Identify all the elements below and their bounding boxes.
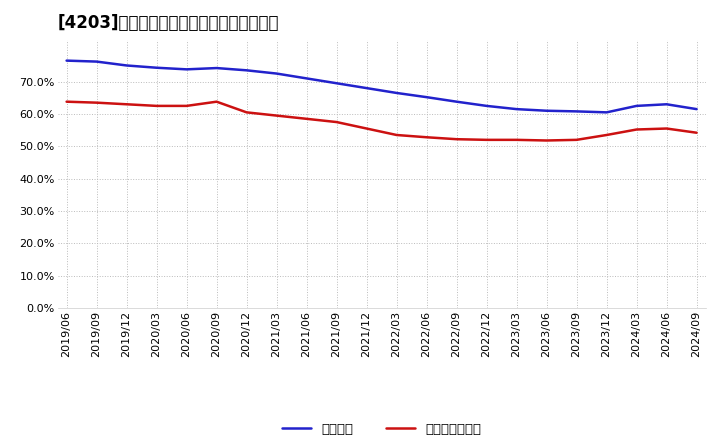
固定比率 (693, 106, 701, 112)
固定比率 (572, 109, 581, 114)
固定長期適合率 (602, 132, 611, 138)
固定比率 (542, 108, 551, 114)
Text: [4203]　固定比率、固定長期適合率の推移: [4203] 固定比率、固定長期適合率の推移 (58, 15, 279, 33)
固定長期適合率 (422, 135, 431, 140)
固定長期適合率 (302, 116, 311, 121)
固定比率 (482, 103, 491, 109)
固定長期適合率 (362, 126, 371, 131)
固定比率 (182, 67, 191, 72)
固定長期適合率 (242, 110, 251, 115)
固定長期適合率 (482, 137, 491, 143)
固定長期適合率 (153, 103, 161, 109)
固定比率 (422, 95, 431, 100)
固定長期適合率 (572, 137, 581, 143)
固定比率 (632, 103, 641, 109)
固定長期適合率 (392, 132, 401, 138)
固定長期適合率 (662, 126, 671, 131)
固定長期適合率 (272, 113, 281, 118)
固定長期適合率 (542, 138, 551, 143)
固定長期適合率 (92, 100, 101, 105)
固定比率 (122, 63, 131, 68)
固定比率 (452, 99, 461, 104)
固定長期適合率 (122, 102, 131, 107)
Line: 固定比率: 固定比率 (66, 61, 697, 112)
固定比率 (272, 71, 281, 76)
固定比率 (513, 106, 521, 112)
Legend: 固定比率, 固定長期適合率: 固定比率, 固定長期適合率 (276, 418, 487, 440)
固定比率 (662, 102, 671, 107)
固定比率 (212, 66, 221, 71)
固定比率 (92, 59, 101, 64)
固定長期適合率 (452, 136, 461, 142)
固定長期適合率 (333, 119, 341, 125)
固定長期適合率 (62, 99, 71, 104)
固定比率 (153, 65, 161, 70)
固定長期適合率 (212, 99, 221, 104)
固定比率 (333, 81, 341, 86)
固定比率 (62, 58, 71, 63)
固定長期適合率 (693, 130, 701, 136)
固定比率 (242, 68, 251, 73)
固定比率 (302, 76, 311, 81)
固定長期適合率 (513, 137, 521, 143)
固定長期適合率 (632, 127, 641, 132)
固定比率 (392, 90, 401, 95)
固定長期適合率 (182, 103, 191, 109)
固定比率 (602, 110, 611, 115)
Line: 固定長期適合率: 固定長期適合率 (66, 102, 697, 140)
固定比率 (362, 85, 371, 91)
